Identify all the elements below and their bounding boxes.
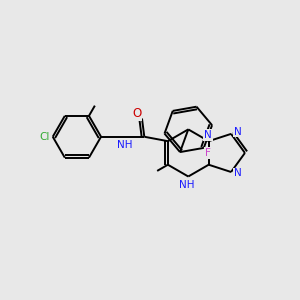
Text: NH: NH bbox=[179, 180, 195, 190]
Text: N: N bbox=[204, 130, 212, 140]
Text: Cl: Cl bbox=[39, 132, 50, 142]
Text: NH: NH bbox=[117, 140, 132, 150]
Text: N: N bbox=[234, 169, 242, 178]
Text: O: O bbox=[132, 107, 141, 120]
Text: N: N bbox=[234, 127, 242, 136]
Text: F: F bbox=[205, 148, 211, 158]
